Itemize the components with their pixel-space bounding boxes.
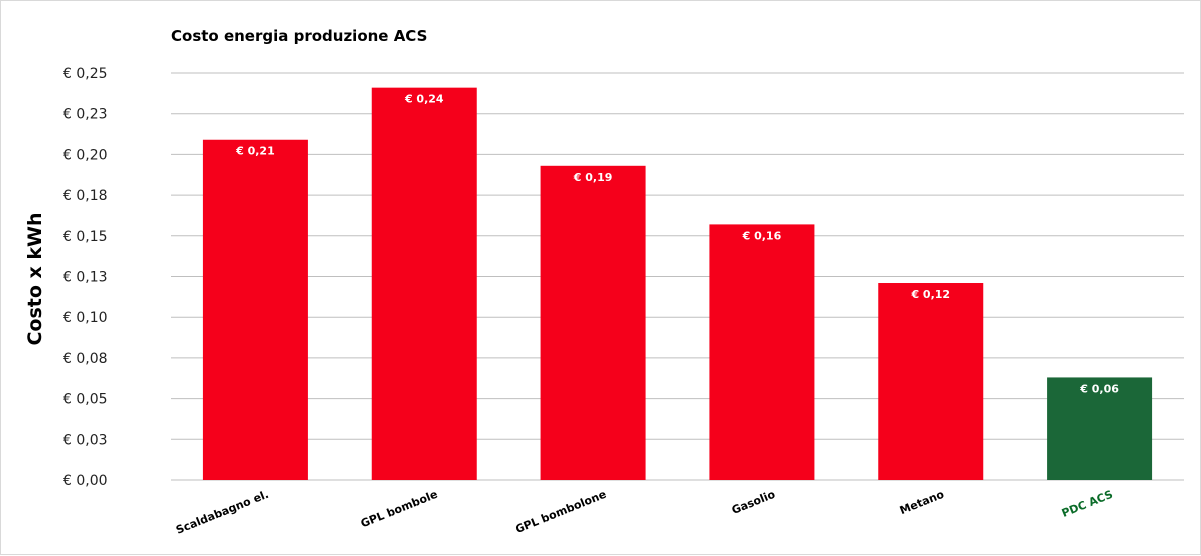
x-category-label: Scaldabagno el. (174, 488, 270, 537)
data-label: € 0,16 (742, 229, 782, 242)
data-label: € 0,24 (404, 93, 444, 106)
y-tick-label: € 0,03 (63, 432, 108, 448)
bars (202, 87, 1153, 481)
y-tick-label: € 0,15 (63, 229, 108, 245)
y-tick-label: € 0,13 (63, 270, 108, 286)
y-tick-label: € 0,18 (63, 188, 108, 204)
x-category-label: GPL bombole (359, 488, 439, 531)
y-axis-ticks: € 0,00 € 0,03 € 0,05 € 0,08 € 0,10 € 0,13 € 0,… (63, 66, 108, 489)
x-axis-categories: Scaldabagno el. GPL bombole GPL bombolone G… (174, 488, 1115, 537)
chart-title: Costo energia produzione ACS (171, 27, 427, 45)
data-label: € 0,21 (235, 145, 275, 158)
data-label: € 0,12 (910, 288, 950, 301)
bar (709, 224, 815, 480)
bar (878, 283, 984, 480)
y-tick-label: € 0,05 (63, 392, 108, 408)
y-axis-label: Costo x kWh (24, 212, 46, 345)
y-tick-label: € 0,20 (63, 147, 108, 163)
data-label: € 0,19 (573, 171, 613, 184)
gridlines (171, 72, 1184, 481)
x-category-label: Metano (898, 488, 946, 518)
y-tick-label: € 0,25 (63, 66, 108, 82)
x-category-label: PDC ACS (1060, 488, 1115, 520)
y-tick-label: € 0,10 (63, 310, 108, 326)
data-label: € 0,06 (1079, 382, 1119, 395)
bar (1047, 377, 1153, 480)
bar (540, 165, 646, 480)
x-category-label: GPL bombolone (514, 488, 609, 536)
x-category-label: Gasolio (730, 488, 778, 517)
bar (202, 139, 308, 481)
y-tick-label: € 0,08 (63, 351, 108, 367)
bar (371, 87, 477, 480)
data-labels: € 0,21 € 0,24 € 0,19 € 0,16 € 0,12 € 0,06 (235, 93, 1119, 396)
y-tick-label: € 0,23 (63, 107, 108, 123)
y-tick-label: € 0,00 (63, 473, 108, 489)
